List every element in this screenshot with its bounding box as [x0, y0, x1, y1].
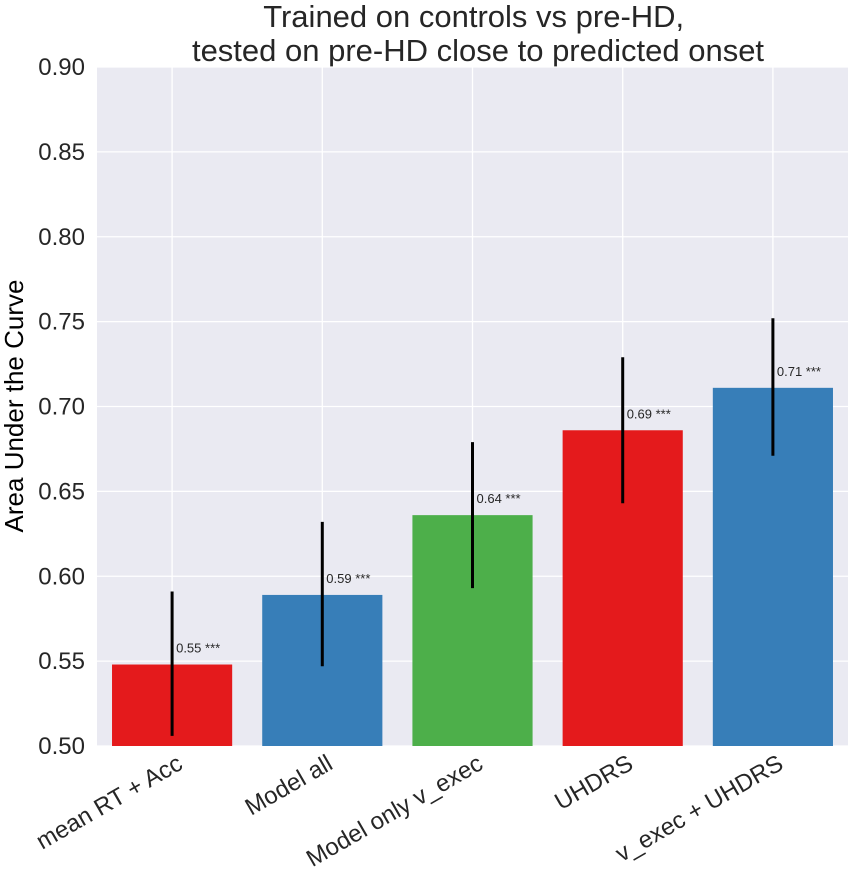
x-tick-label: v_exec + UHDRS: [611, 750, 788, 868]
x-tick-label: mean RT + Acc: [32, 750, 187, 855]
chart-title-line-1: Trained on controls vs pre-HD,: [263, 0, 684, 34]
x-tick-label: UHDRS: [550, 750, 637, 816]
bar-value-label: 0.64 ***: [477, 491, 521, 506]
y-tick-labels: 0.50 0.55 0.60 0.65 0.70 0.75 0.80 0.85 0.90: [38, 54, 85, 760]
y-axis-label: Area Under the Curve: [0, 280, 29, 533]
chart-title-line-2: tested on pre-HD close to predicted onse…: [192, 33, 764, 68]
bar-value-labels: 0.55 *** 0.59 *** 0.64 *** 0.69 *** 0.71 ***: [176, 364, 821, 656]
y-tick-label: 0.90: [38, 54, 85, 81]
y-tick-label: 0.60: [38, 563, 85, 590]
chart-title: Trained on controls vs pre-HD, tested on…: [192, 0, 764, 68]
x-tick-label: Model all: [241, 750, 338, 821]
y-tick-label: 0.50: [38, 733, 85, 760]
bar-value-label: 0.71 ***: [777, 364, 821, 379]
y-tick-label: 0.65: [38, 478, 85, 505]
y-tick-label: 0.55: [38, 648, 85, 675]
y-tick-label: 0.75: [38, 309, 85, 336]
bar-value-label: 0.69 ***: [627, 406, 671, 421]
y-tick-label: 0.85: [38, 139, 85, 166]
bar-value-label: 0.59 ***: [326, 571, 370, 586]
error-bars: [170, 318, 775, 736]
y-tick-label: 0.80: [38, 224, 85, 251]
bar-value-label: 0.55 ***: [176, 641, 220, 656]
y-tick-label: 0.70: [38, 394, 85, 421]
